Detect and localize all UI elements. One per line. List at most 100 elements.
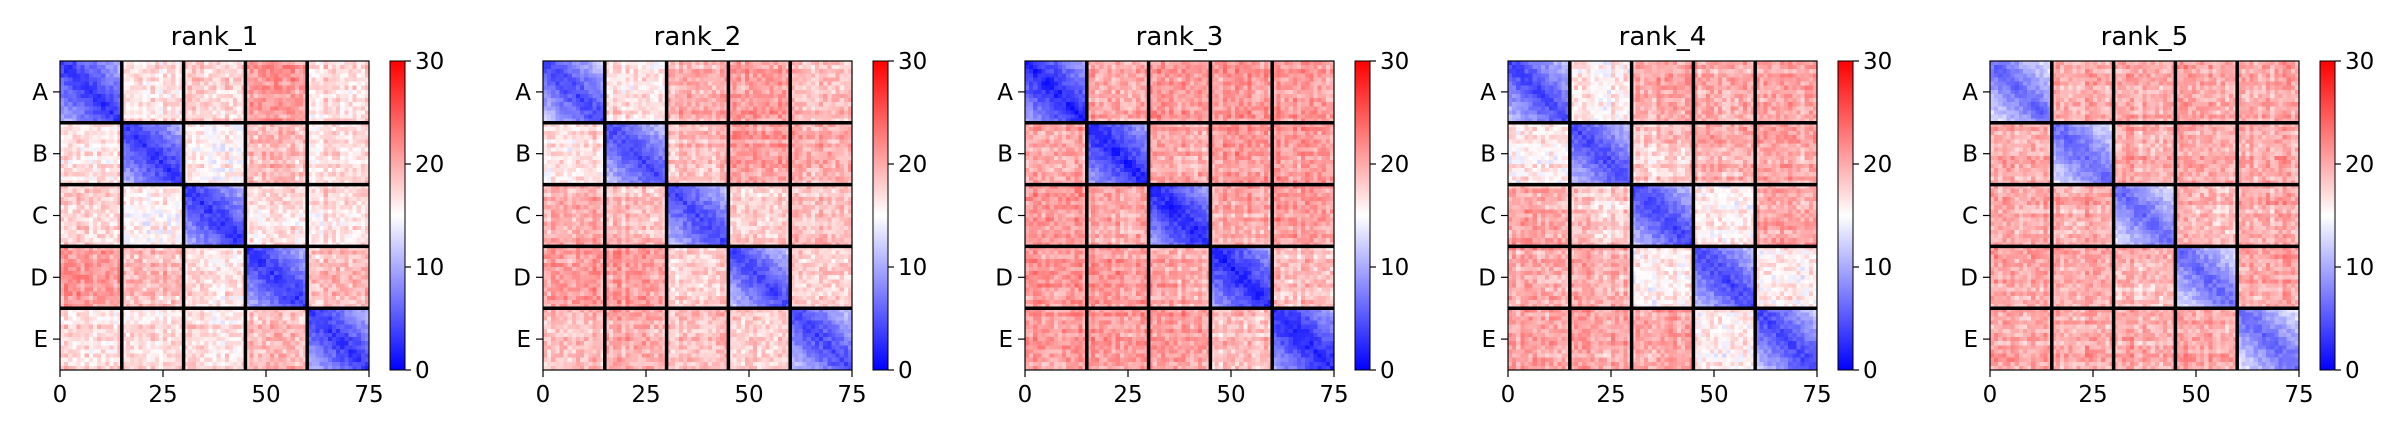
heatmap-cell	[327, 312, 333, 317]
heatmap-cell	[92, 155, 98, 161]
heatmap-cell	[282, 176, 287, 181]
heatmap-cell	[195, 262, 201, 268]
heatmap-cell	[130, 221, 135, 227]
heatmap-cell	[146, 131, 151, 136]
heatmap-cell	[323, 254, 329, 260]
heatmap-cell	[319, 295, 325, 301]
heatmap-cell	[340, 312, 345, 317]
heatmap-cell	[68, 89, 73, 95]
heatmap-cell	[154, 271, 160, 276]
heatmap-cell	[228, 238, 234, 243]
heatmap-cell	[208, 184, 213, 190]
heatmap-cell	[286, 242, 292, 247]
heatmap-cell	[134, 151, 139, 157]
heatmap-cell	[171, 85, 176, 91]
heatmap-cell	[290, 147, 296, 152]
heatmap-cell	[109, 122, 114, 128]
heatmap-cell	[303, 320, 308, 326]
heatmap-cell	[266, 110, 271, 115]
heatmap-cell	[323, 246, 329, 251]
heatmap-cell	[278, 267, 283, 272]
heatmap-cell	[228, 201, 234, 206]
heatmap-cell	[134, 299, 139, 305]
heatmap-cell	[286, 234, 292, 239]
heatmap-cell	[220, 320, 226, 326]
heatmap-cell	[241, 172, 246, 177]
heatmap-cell	[327, 246, 333, 251]
heatmap-cell	[315, 217, 320, 223]
heatmap-cell	[344, 114, 349, 120]
heatmap-cell	[183, 65, 189, 70]
heatmap-cell	[311, 324, 316, 330]
heatmap-cell	[278, 246, 283, 251]
heatmap-cell	[88, 139, 94, 144]
heatmap-cell	[80, 213, 86, 218]
heatmap-cell	[183, 188, 189, 194]
heatmap-cell	[97, 184, 102, 190]
heatmap-cell	[154, 147, 160, 152]
heatmap-cell	[121, 283, 127, 288]
heatmap-cell	[80, 176, 86, 181]
heatmap-cell	[315, 279, 320, 284]
heatmap-cell	[68, 65, 73, 70]
heatmap-cell	[336, 77, 341, 82]
heatmap-cell	[183, 85, 189, 91]
heatmap-cell	[266, 287, 271, 293]
heatmap-cell	[167, 73, 172, 78]
heatmap-cell	[315, 65, 320, 70]
heatmap-cell	[200, 262, 205, 268]
heatmap-cell	[150, 275, 156, 280]
heatmap-cell	[319, 89, 325, 95]
heatmap-cell	[195, 217, 201, 223]
heatmap-cell	[307, 106, 312, 111]
heatmap-cell	[298, 65, 304, 70]
heatmap-cell	[348, 81, 353, 87]
heatmap-cell	[331, 164, 337, 169]
heatmap-cell	[241, 213, 246, 218]
heatmap-cell	[154, 213, 160, 218]
heatmap-cell	[228, 283, 234, 288]
heatmap-cell	[249, 192, 254, 198]
heatmap-cell	[84, 131, 90, 136]
heatmap-cell	[327, 184, 333, 190]
heatmap-cell	[241, 246, 246, 251]
heatmap-cell	[327, 65, 333, 70]
heatmap-cell	[68, 118, 73, 124]
heatmap-cell	[286, 85, 292, 91]
heatmap-cell	[348, 69, 353, 74]
heatmap-cell	[109, 238, 114, 243]
heatmap-cell	[290, 279, 296, 284]
heatmap-cell	[323, 275, 329, 280]
heatmap-cell	[191, 180, 197, 185]
heatmap-cell	[208, 246, 213, 251]
heatmap-cell	[237, 106, 242, 111]
heatmap-cell	[68, 271, 73, 276]
heatmap-cell	[356, 250, 362, 255]
heatmap-cell	[212, 320, 217, 326]
heatmap-cell	[364, 180, 370, 185]
heatmap-cell	[315, 287, 320, 293]
heatmap-cell	[208, 262, 213, 268]
heatmap-cell	[266, 262, 271, 268]
heatmap-cell	[121, 238, 127, 243]
heatmap-cell	[191, 122, 197, 128]
heatmap-cell	[191, 89, 197, 95]
heatmap-cell	[113, 308, 119, 313]
heatmap-cell	[101, 192, 106, 198]
heatmap-cell	[84, 209, 90, 214]
heatmap-cell	[311, 139, 316, 144]
heatmap-cell	[298, 213, 304, 218]
heatmap-cell	[64, 184, 69, 190]
heatmap-cell	[179, 320, 184, 326]
heatmap-cell	[121, 271, 127, 276]
heatmap-cell	[68, 316, 73, 321]
heatmap-cell	[315, 304, 320, 309]
heatmap-cell	[233, 89, 238, 95]
heatmap-cell	[204, 143, 209, 148]
heatmap-cell	[331, 234, 337, 239]
heatmap-cell	[64, 316, 69, 321]
heatmap-cell	[142, 312, 147, 317]
heatmap-cell	[187, 118, 193, 124]
heatmap-cell	[286, 275, 292, 280]
heatmap-cell	[319, 320, 325, 326]
